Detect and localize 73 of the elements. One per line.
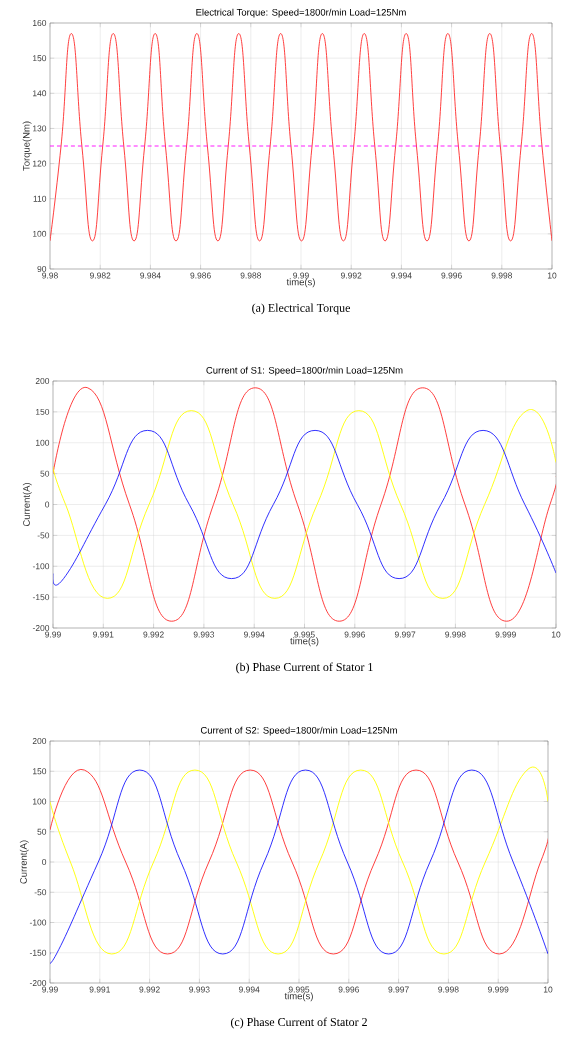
x-tick-label: 9.999 xyxy=(488,986,509,993)
y-tick-label: 90 xyxy=(37,266,47,272)
y-tick-label: 140 xyxy=(32,90,47,97)
x-tick-label: 9.996 xyxy=(338,986,360,993)
x-tick-label: 9.992 xyxy=(143,631,164,638)
y-tick-label: 50 xyxy=(40,470,50,477)
x-tick-label: 10 xyxy=(547,272,557,279)
y-tick-label: -50 xyxy=(34,889,47,896)
x-tick-label: 9.996 xyxy=(344,631,366,638)
x-tick-label: 9.992 xyxy=(139,986,160,993)
y-tick-label: -150 xyxy=(32,594,50,601)
x-tick-label: 9.996 xyxy=(441,272,462,279)
x-tick-label: 9.986 xyxy=(190,272,211,279)
x-tick-label: 9.982 xyxy=(90,272,111,279)
chart-title: Current of S1: Speed=1800r/min Load=125Nm xyxy=(206,366,403,376)
y-tick-label: -100 xyxy=(32,563,50,570)
x-tick-label: 9.997 xyxy=(388,986,409,993)
x-tick-label: 9.993 xyxy=(193,631,215,638)
x-tick-label: 9.995 xyxy=(294,631,315,638)
text: (c) Phase Current of Stator 2 xyxy=(230,1017,367,1029)
y-tick-label: 150 xyxy=(32,55,47,62)
x-tick-label: 9.988 xyxy=(240,272,262,279)
y-tick-label: 200 xyxy=(35,378,50,384)
text: (b) Phase Current of Stator 1 xyxy=(236,662,373,674)
x-tick-label: 9.991 xyxy=(89,986,110,993)
text: (a) Electrical Torque xyxy=(252,303,350,315)
x-tick-label: 9.98 xyxy=(42,272,58,279)
x-tick-label: 10 xyxy=(551,631,561,638)
x-tick-label: 9.998 xyxy=(491,272,513,279)
y-tick-label: 110 xyxy=(33,195,47,202)
y-tick-label: -150 xyxy=(29,949,47,956)
y-tick-label: 150 xyxy=(32,768,47,775)
chart-title: Electrical Torque: Speed=1800r/min Load=125Nm xyxy=(196,8,406,18)
x-tick-label: 9.995 xyxy=(288,986,310,993)
x-tick-label: 9.99 xyxy=(293,272,309,279)
x-tick-label: 9.998 xyxy=(445,631,466,638)
x-tick-label: 9.994 xyxy=(244,631,265,638)
line-series xyxy=(53,387,557,622)
y-axis-title: Torque(Nm) xyxy=(22,121,32,171)
x-tick-label: 9.998 xyxy=(438,986,459,993)
x-tick-label: 9.99 xyxy=(42,986,58,993)
y-tick-label: -100 xyxy=(29,919,47,926)
y-tick-label: 150 xyxy=(35,408,50,415)
x-tick-label: 9.991 xyxy=(93,631,114,638)
y-axis-title: Current(A) xyxy=(19,840,29,884)
y-tick-label: 50 xyxy=(37,828,47,835)
x-tick-label: 9.997 xyxy=(394,631,416,638)
y-tick-label: -200 xyxy=(32,625,50,631)
x-tick-label: 9.994 xyxy=(391,272,412,279)
x-axis-title: time(s) xyxy=(286,278,315,288)
x-tick-label: 9.99 xyxy=(45,631,61,638)
x-axis-title: time(s) xyxy=(284,992,313,1002)
y-tick-label: 200 xyxy=(32,738,47,745)
x-tick-label: 9.984 xyxy=(140,272,161,279)
x-tick-label: 10 xyxy=(543,986,553,993)
y-tick-label: 130 xyxy=(32,125,47,132)
y-axis-title: Current(A) xyxy=(22,483,32,527)
x-axis-title: time(s) xyxy=(290,637,319,647)
y-tick-label: 100 xyxy=(35,439,50,446)
x-tick-label: 9.994 xyxy=(239,986,260,993)
y-tick-label: 160 xyxy=(32,20,47,26)
y-tick-label: -200 xyxy=(29,980,47,987)
x-tick-label: 9.999 xyxy=(495,631,516,638)
chart-title: Current of S2: Speed=1800r/min Load=125Nm xyxy=(200,726,397,736)
y-tick-label: 0 xyxy=(45,501,50,508)
x-tick-label: 9.993 xyxy=(189,986,210,993)
y-tick-label: 120 xyxy=(32,160,47,167)
x-tick-label: 9.992 xyxy=(341,272,362,279)
y-tick-label: 100 xyxy=(32,798,47,805)
y-tick-label: -50 xyxy=(37,532,50,539)
y-tick-label: 0 xyxy=(42,859,47,866)
y-tick-label: 100 xyxy=(32,230,47,237)
line-series xyxy=(53,410,557,599)
